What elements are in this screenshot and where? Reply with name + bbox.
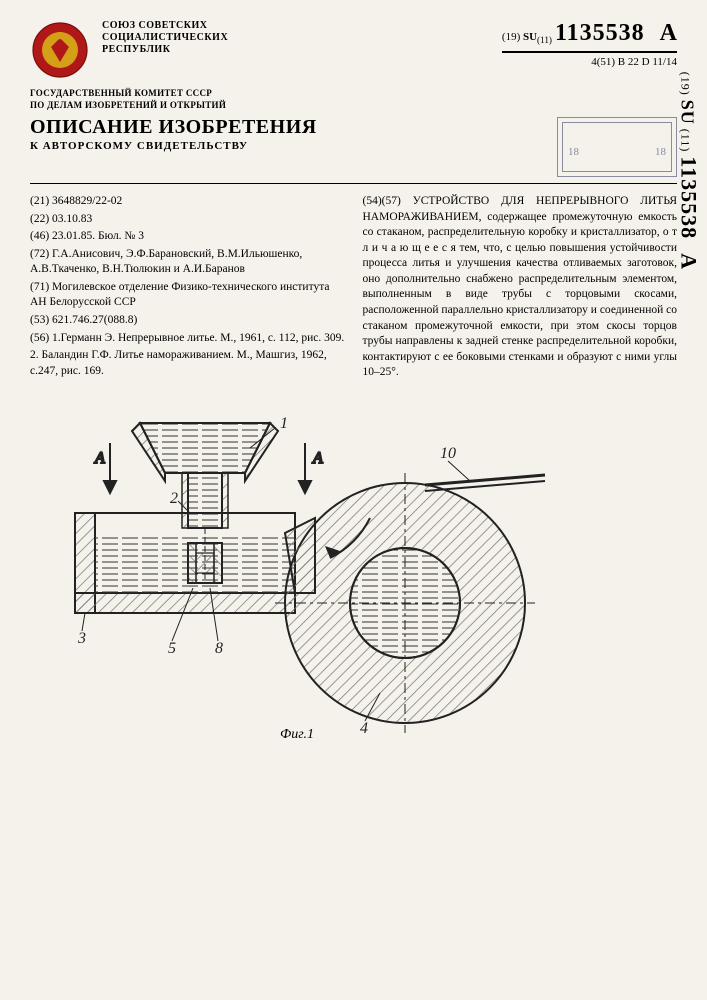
figure-caption: Фиг.1: [280, 727, 314, 743]
svg-text:A: A: [312, 450, 323, 467]
right-column: (54)(57) УСТРОЙСТВО ДЛЯ НЕПРЕРЫВНОГО ЛИТ…: [363, 194, 678, 382]
svg-text:1: 1: [280, 415, 288, 432]
committee-text: ГОСУДАРСТВЕННЫЙ КОМИТЕТ СССР ПО ДЕЛАМ ИЗ…: [30, 88, 677, 111]
section-arrow-right: A: [299, 443, 323, 493]
receipt-stamp: 18 18: [557, 117, 677, 177]
main-title: ОПИСАНИЕ ИЗОБРЕТЕНИЯ: [30, 117, 317, 138]
svg-text:8: 8: [215, 640, 223, 657]
figure-1: A A: [30, 403, 677, 743]
svg-text:3: 3: [77, 630, 86, 647]
svg-text:2: 2: [170, 490, 178, 507]
svg-text:10: 10: [440, 445, 456, 462]
side-patent-label: (19) SU (11) 1135538 A: [675, 72, 701, 270]
union-text: СОЮЗ СОВЕТСКИХ СОЦИАЛИСТИЧЕСКИХ РЕСПУБЛИ…: [102, 20, 490, 56]
state-emblem: [30, 20, 90, 80]
svg-text:A: A: [94, 450, 105, 467]
header-row: СОЮЗ СОВЕТСКИХ СОЦИАЛИСТИЧЕСКИХ РЕСПУБЛИ…: [30, 20, 677, 80]
biblio-columns: (21) 3648829/22-02 (22) 03.10.83 (46) 23…: [30, 194, 677, 382]
patent-number: (19) SU(11) 1135538 A 4(51) B 22 D 11/14: [502, 20, 677, 68]
patent-number-value: 1135538: [555, 20, 645, 46]
sub-title: К АВТОРСКОМУ СВИДЕТЕЛЬСТВУ: [30, 140, 317, 152]
svg-text:5: 5: [168, 640, 176, 657]
ipc-code: 4(51) B 22 D 11/14: [502, 56, 677, 68]
left-column: (21) 3648829/22-02 (22) 03.10.83 (46) 23…: [30, 194, 345, 382]
crystallizer-wheel: [275, 473, 535, 733]
svg-text:4: 4: [360, 720, 368, 737]
output-bar: [425, 475, 545, 491]
section-arrow-left: A: [94, 443, 116, 493]
